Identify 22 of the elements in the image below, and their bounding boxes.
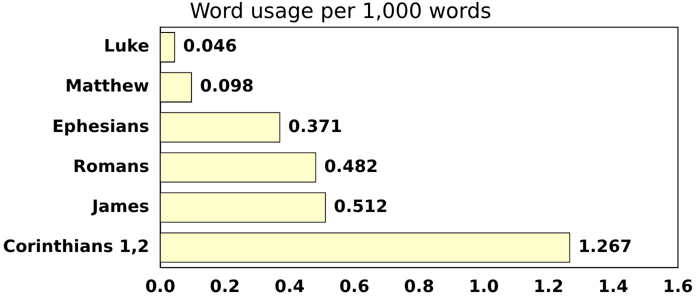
x-tick-label: 0.4	[274, 277, 305, 298]
x-tick-label: 0.2	[210, 277, 240, 298]
data-label: 0.482	[324, 156, 378, 177]
x-tick-label: 0.6	[339, 277, 370, 298]
data-label: 1.267	[578, 236, 632, 257]
data-label: 0.098	[200, 76, 254, 97]
x-tick-label: 1.6	[662, 277, 694, 298]
x-tick-label: 1.0	[468, 277, 500, 298]
y-tick-label: Matthew	[65, 76, 150, 97]
x-tick-label: 1.4	[598, 277, 628, 298]
y-tick-label: Corinthians 1,2	[2, 236, 150, 257]
x-tick-label: 0.0	[145, 277, 176, 298]
chart-title: Word usage per 1,000 words	[190, 0, 492, 24]
y-tick-label: Luke	[104, 36, 150, 57]
y-tick-label: James	[91, 196, 150, 217]
x-tick-label: 0.8	[404, 277, 434, 298]
data-label: 0.046	[183, 36, 237, 57]
data-label: 0.512	[334, 196, 388, 217]
data-label: 0.371	[288, 116, 342, 137]
y-tick-label: Ephesians	[52, 116, 150, 137]
y-tick-label: Romans	[73, 156, 150, 177]
x-tick-label: 1.2	[533, 277, 564, 298]
